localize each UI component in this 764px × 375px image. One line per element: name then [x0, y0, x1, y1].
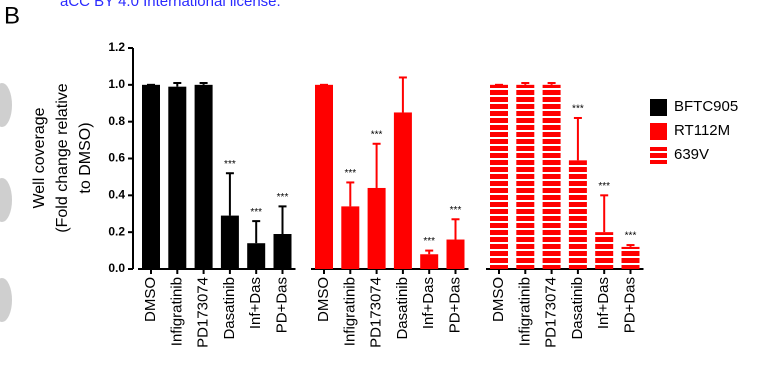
x-tick-label: PD+Das: [273, 277, 290, 333]
bar: [367, 187, 386, 269]
significance: ***: [224, 159, 236, 170]
legend-swatch: [650, 147, 667, 164]
x-tick-label: Dasatinib: [569, 277, 586, 340]
bar: [315, 84, 333, 269]
x-tick-label: PD+Das: [446, 277, 463, 333]
x-tick-label: Dasatinib: [221, 277, 238, 340]
y-axis-title: Well coverage (Fold change relative to DMS…: [31, 83, 94, 233]
x-tick-label: PD+Das: [621, 277, 638, 333]
bar: [621, 246, 640, 269]
license-link[interactable]: aCC BY 4.0 International license.: [60, 0, 281, 10]
bar: [194, 84, 213, 269]
x-tick-label: PD173074: [195, 277, 212, 348]
bar: [341, 206, 360, 269]
bar: [542, 84, 561, 269]
x-tick-label: Inf+Das: [595, 277, 612, 329]
bar: [273, 234, 292, 269]
bar: [420, 254, 439, 269]
x-tick-label: DMSO: [490, 277, 507, 322]
significance: ***: [450, 205, 462, 216]
x-tick-label: DMSO: [315, 277, 332, 322]
bar: [247, 243, 266, 269]
y-axis-title-line: Well coverage: [31, 107, 48, 208]
bar: [595, 232, 614, 269]
significance: ***: [572, 104, 584, 115]
significance: ***: [598, 181, 610, 192]
y-tick-label: 0.6: [108, 151, 125, 165]
y-tick-label: 1.2: [108, 40, 125, 54]
bar: [393, 112, 412, 269]
legend-label: 639V: [674, 146, 709, 163]
bar: [142, 84, 160, 269]
bar: [168, 86, 187, 269]
bar: [220, 215, 239, 269]
x-tick-label: PD173074: [543, 277, 560, 348]
y-tick-label: 1.0: [108, 77, 125, 91]
significance: ***: [344, 168, 356, 179]
significance: ***: [250, 207, 262, 218]
panel-label: B: [4, 2, 20, 29]
bar: [446, 239, 465, 269]
x-tick-label: Dasatinib: [394, 277, 411, 340]
legend-swatch: [650, 99, 667, 116]
bar: [490, 84, 508, 269]
x-tick-label: Inf+Das: [247, 277, 264, 329]
significance: ***: [277, 192, 289, 203]
x-tick-label: Infigratinib: [516, 277, 533, 346]
y-tick-label: 0.4: [108, 188, 125, 202]
x-tick-label: Inf+Das: [420, 277, 437, 329]
legend-swatch: [650, 123, 667, 140]
significance: ***: [371, 129, 383, 140]
x-tick-label: Infigratinib: [341, 277, 358, 346]
bar: [516, 84, 535, 269]
legend-label: BFTC905: [674, 98, 738, 115]
cropped-images: [0, 83, 12, 322]
y-tick-label: 0.0: [108, 261, 125, 275]
y-axis-title-line: to DMSO): [77, 122, 94, 193]
significance: ***: [625, 231, 637, 242]
y-tick-label: 0.8: [108, 114, 125, 128]
y-axis-title-line: (Fold change relative: [54, 83, 71, 233]
x-tick-label: Infigratinib: [168, 277, 185, 346]
x-tick-label: PD173074: [368, 277, 385, 348]
y-tick-label: 0.2: [108, 224, 125, 238]
bar: [568, 160, 587, 269]
significance: ***: [423, 236, 435, 247]
legend-label: RT112M: [674, 122, 730, 139]
x-tick-label: DMSO: [142, 277, 159, 322]
